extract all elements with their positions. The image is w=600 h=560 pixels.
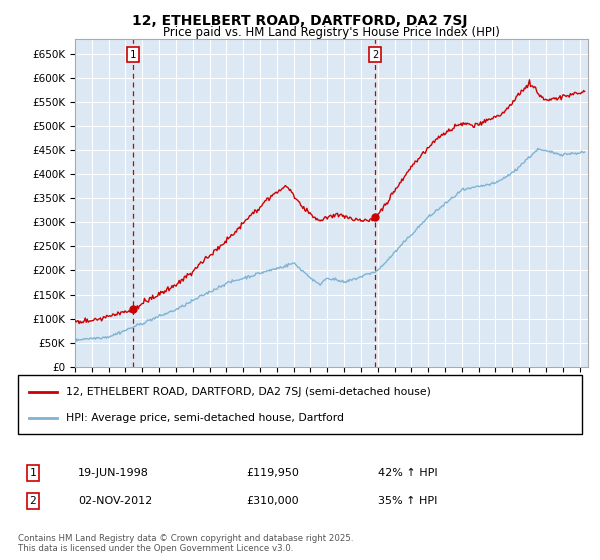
FancyBboxPatch shape: [18, 375, 582, 434]
Text: £119,950: £119,950: [246, 468, 299, 478]
Text: £310,000: £310,000: [246, 496, 299, 506]
Text: 2: 2: [372, 50, 378, 59]
Text: 12, ETHELBERT ROAD, DARTFORD, DA2 7SJ (semi-detached house): 12, ETHELBERT ROAD, DARTFORD, DA2 7SJ (s…: [66, 386, 431, 396]
Text: 19-JUN-1998: 19-JUN-1998: [78, 468, 149, 478]
Text: HPI: Average price, semi-detached house, Dartford: HPI: Average price, semi-detached house,…: [66, 413, 344, 423]
Text: 1: 1: [130, 50, 136, 59]
Text: Contains HM Land Registry data © Crown copyright and database right 2025.
This d: Contains HM Land Registry data © Crown c…: [18, 534, 353, 553]
Text: 2: 2: [29, 496, 37, 506]
Text: 1: 1: [29, 468, 37, 478]
Text: 42% ↑ HPI: 42% ↑ HPI: [378, 468, 437, 478]
Text: 02-NOV-2012: 02-NOV-2012: [78, 496, 152, 506]
Text: 12, ETHELBERT ROAD, DARTFORD, DA2 7SJ: 12, ETHELBERT ROAD, DARTFORD, DA2 7SJ: [132, 14, 468, 28]
Title: Price paid vs. HM Land Registry's House Price Index (HPI): Price paid vs. HM Land Registry's House …: [163, 26, 500, 39]
Text: 35% ↑ HPI: 35% ↑ HPI: [378, 496, 437, 506]
